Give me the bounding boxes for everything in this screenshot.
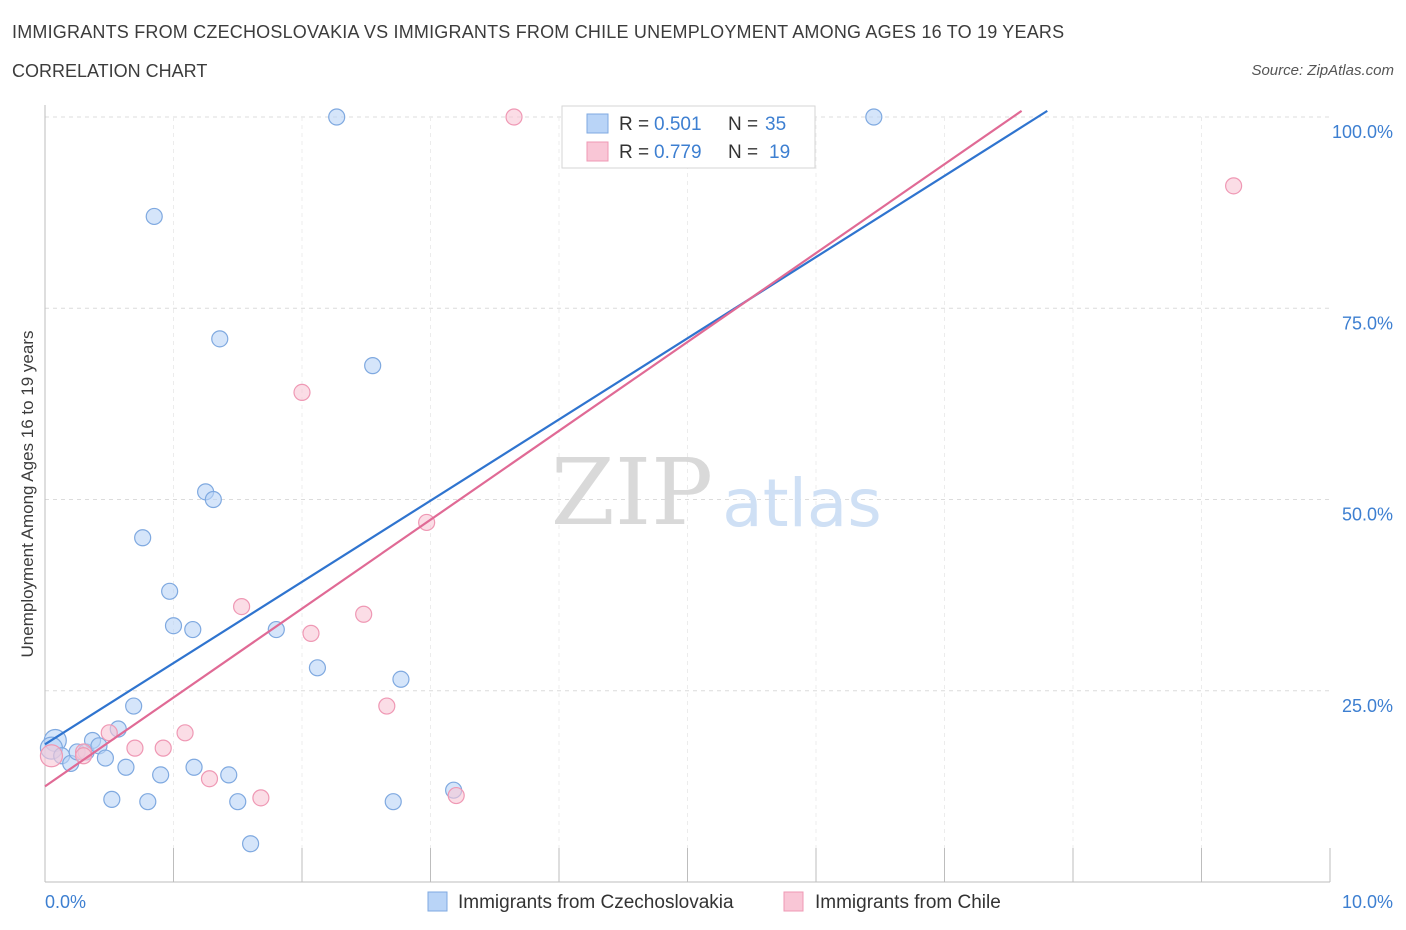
trendlines — [44, 109, 1048, 788]
stats-legend: R = 0.501 N = 35 R = 0.779 N = 19 — [561, 105, 816, 169]
series-legend: Immigrants from Czechoslovakia Immigrant… — [427, 891, 1001, 913]
data-point-czechoslovakia — [145, 207, 163, 226]
series-legend-swatch-czechoslovakia — [427, 891, 448, 912]
y-tick-label: 50.0% — [1342, 505, 1393, 525]
legend-swatch-pink — [586, 141, 609, 162]
data-point-czechoslovakia — [152, 766, 170, 784]
data-point-czechoslovakia — [865, 108, 883, 126]
data-point-czechoslovakia — [267, 620, 285, 639]
data-point-czechoslovakia — [184, 620, 202, 639]
data-point-czechoslovakia — [364, 357, 382, 375]
data-point-czechoslovakia — [139, 793, 157, 811]
data-point-chile — [74, 747, 93, 765]
legend-r-label-2: R = — [619, 142, 649, 163]
tick-labels: 25.0% 50.0% 75.0% 100.0% 0.0% 10.0% — [45, 122, 1393, 912]
y-tick-label: 100.0% — [1332, 122, 1393, 142]
legend-n-value-2: 19 — [769, 142, 790, 163]
series-legend-swatch-chile — [783, 891, 804, 912]
legend-r-value-2: 0.779 — [654, 142, 702, 163]
data-point-chile — [302, 624, 320, 642]
legend-r-value-1: 0.501 — [654, 114, 702, 135]
data-point-chile — [200, 770, 219, 788]
legend-n-label-1: N = — [728, 114, 758, 135]
data-point-czechoslovakia — [384, 793, 402, 811]
watermark-atlas: atlas — [722, 465, 882, 542]
watermark: ZIP atlas — [551, 439, 882, 546]
series-legend-label-chile: Immigrants from Chile — [815, 892, 1001, 913]
data-point-czechoslovakia — [185, 758, 203, 776]
data-point-chile — [233, 597, 251, 616]
y-axis-label: Unemployment Among Ages 16 to 19 years — [18, 331, 37, 658]
data-point-czechoslovakia — [161, 582, 179, 600]
data-point-czechoslovakia — [392, 670, 410, 688]
data-point-chile — [447, 786, 465, 805]
data-point-chile — [176, 724, 194, 742]
data-point-czechoslovakia — [328, 108, 346, 126]
y-tick-label: 75.0% — [1342, 313, 1393, 333]
x-tick-label: 10.0% — [1342, 892, 1393, 912]
data-point-czechoslovakia — [117, 758, 135, 776]
data-point-czechoslovakia — [211, 330, 229, 348]
watermark-zip: ZIP — [551, 439, 713, 546]
chart-title: IMMIGRANTS FROM CZECHOSLOVAKIA VS IMMIGR… — [12, 22, 1065, 42]
data-point-czechoslovakia — [229, 793, 247, 811]
data-point-czechoslovakia — [125, 697, 143, 715]
series-legend-label-czechoslovakia: Immigrants from Czechoslovakia — [458, 892, 734, 913]
chart-subtitle: CORRELATION CHART — [12, 61, 208, 81]
legend-n-value-1: 35 — [765, 114, 786, 135]
trendline-chile — [44, 109, 1023, 788]
data-point-czechoslovakia — [308, 659, 327, 677]
data-point-czechoslovakia — [164, 617, 183, 635]
data-point-chile — [1225, 177, 1243, 195]
data-point-chile — [378, 697, 396, 715]
data-point-chile — [252, 789, 270, 807]
data-point-czechoslovakia — [220, 766, 238, 784]
data-point-chile — [355, 605, 373, 623]
x-tick-label: 0.0% — [45, 892, 86, 912]
data-point-chile — [505, 108, 523, 126]
legend-swatch-blue — [586, 113, 609, 134]
data-point-czechoslovakia — [96, 749, 114, 767]
trendline-czechoslovakia — [44, 109, 1048, 746]
data-point-chile — [126, 739, 144, 757]
axes — [44, 105, 1331, 883]
data-point-czechoslovakia — [134, 529, 152, 547]
series-chile-points — [39, 108, 1243, 807]
data-point-czechoslovakia — [204, 490, 222, 509]
data-point-czechoslovakia — [103, 790, 121, 808]
y-tick-label: 25.0% — [1342, 696, 1393, 716]
legend-r-label-1: R = — [619, 114, 649, 135]
data-point-chile — [293, 383, 311, 401]
data-point-chile — [154, 739, 172, 757]
data-point-chile — [39, 744, 64, 768]
legend-n-label-2: N = — [728, 142, 758, 163]
source-credit: Source: ZipAtlas.com — [1251, 62, 1394, 79]
data-point-czechoslovakia — [242, 835, 260, 853]
